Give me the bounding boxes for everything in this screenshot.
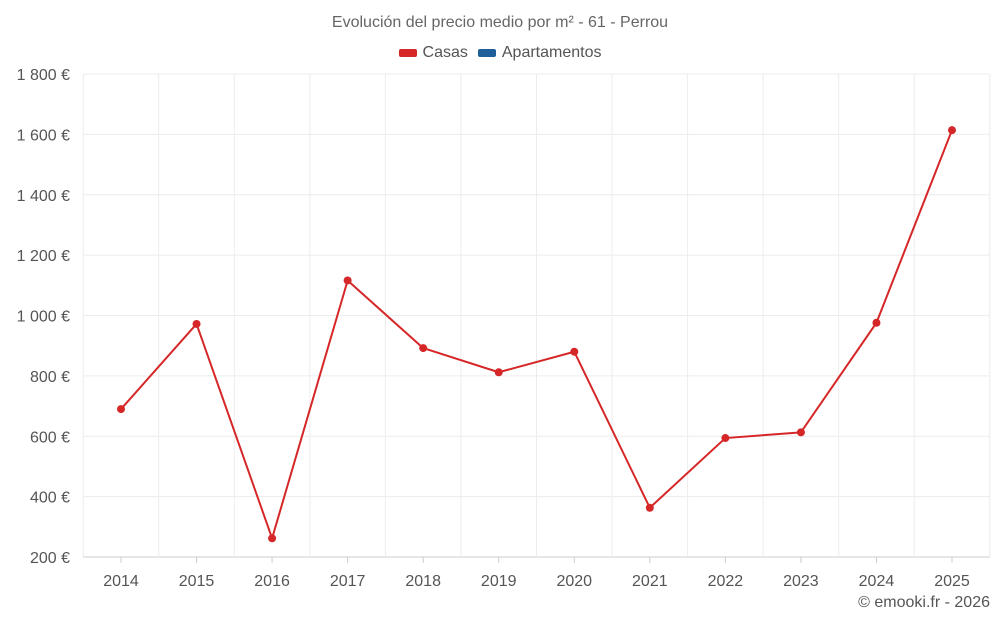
- series-line-casas: [120, 129, 953, 540]
- x-tick-label: 2019: [481, 573, 517, 590]
- grid-layer: [82, 73, 991, 558]
- axis-layer: 200 € 400 € 600 € 800 € 1 000 € 1 200 € 1 400 …: [17, 67, 970, 590]
- legend-swatch-casas: [398, 49, 417, 57]
- y-tick-label: 1 200 €: [17, 248, 70, 265]
- x-tick-label: 2025: [934, 573, 970, 590]
- data-point-casas: [796, 428, 805, 437]
- y-tick-label: 1 000 €: [17, 309, 70, 326]
- y-tick-label: 1 800 €: [17, 67, 70, 84]
- x-tick-label: 2018: [405, 573, 441, 590]
- x-tick-label: 2017: [330, 573, 366, 590]
- y-tick-label: 200 €: [30, 550, 70, 567]
- legend-item-casas[interactable]: Casas: [398, 44, 468, 62]
- data-point-casas: [948, 126, 956, 135]
- y-tick-label: 600 €: [30, 429, 70, 446]
- data-point-casas: [494, 368, 503, 377]
- chart-legend: Casas Apartamentos: [0, 44, 1000, 62]
- x-tick-label: 2024: [859, 573, 895, 590]
- data-point-casas: [872, 318, 881, 327]
- data-point-casas: [117, 405, 125, 414]
- y-tick-label: 1 400 €: [17, 188, 70, 205]
- copyright-text: © emooki.fr - 2026: [858, 594, 990, 611]
- series-layer: [117, 126, 956, 543]
- x-tick-label: 2016: [254, 573, 290, 590]
- y-tick-label: 400 €: [30, 490, 70, 507]
- data-point-casas: [721, 434, 730, 443]
- x-tick-label: 2022: [708, 573, 744, 590]
- legend-swatch-apartamentos: [477, 49, 496, 57]
- y-tick-label: 800 €: [30, 369, 70, 386]
- x-tick-label: 2020: [556, 573, 592, 590]
- x-tick-label: 2021: [632, 573, 668, 590]
- chart-title: Evolución del precio medio por m² - 61 -…: [331, 14, 669, 31]
- y-tick-label: 1 600 €: [17, 127, 70, 144]
- x-tick-label: 2014: [103, 573, 139, 590]
- data-point-casas: [268, 534, 277, 543]
- x-tick-label: 2015: [179, 573, 215, 590]
- data-point-casas: [570, 347, 579, 356]
- legend-label-casas: Casas: [422, 44, 468, 61]
- legend-item-apartamentos[interactable]: Apartamentos: [477, 44, 602, 62]
- data-point-casas: [645, 503, 654, 512]
- legend-label-apartamentos: Apartamentos: [501, 44, 602, 61]
- data-point-casas: [192, 319, 201, 328]
- data-point-casas: [343, 276, 352, 285]
- data-point-casas: [419, 344, 428, 353]
- x-tick-label: 2023: [783, 573, 819, 590]
